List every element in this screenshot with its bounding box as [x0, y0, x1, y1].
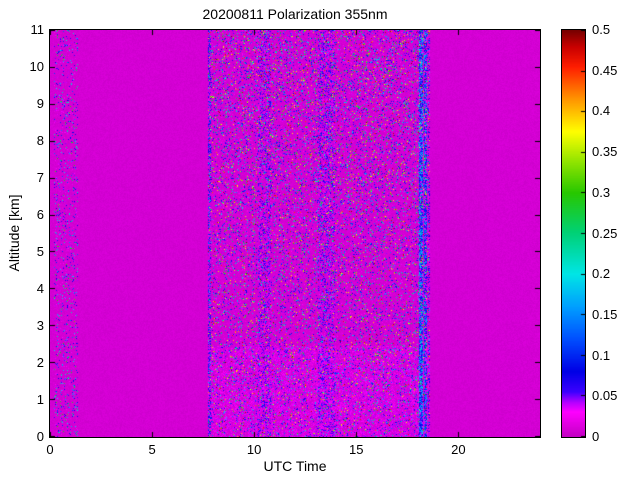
y-tick-label: 8	[36, 133, 44, 148]
y-tick-label: 5	[36, 244, 44, 259]
colorbar-tick-label: 0.05	[592, 388, 618, 404]
y-tick-label: 1	[36, 392, 44, 407]
colorbar-tick-label: 0.15	[592, 306, 618, 322]
y-tick-label: 9	[36, 96, 44, 111]
chart-title: 20200811 Polarization 355nm	[202, 6, 388, 22]
colorbar-tick-label: 0.1	[592, 347, 611, 363]
y-tick-label: 10	[29, 59, 44, 74]
colorbar-canvas	[561, 29, 586, 438]
x-axis-label: UTC Time	[263, 458, 327, 474]
colorbar-tick-label: 0.5	[592, 22, 611, 37]
x-tick-label: 20	[451, 442, 466, 457]
heatmap-canvas	[49, 29, 541, 438]
x-tick-label: 15	[349, 442, 364, 457]
colorbar-tick-label: 0.4	[592, 103, 611, 119]
x-tick-label: 10	[246, 442, 262, 457]
colorbar-tick-label: 0.45	[592, 62, 618, 78]
y-tick-label: 6	[36, 207, 44, 222]
colorbar-tick-label: 0.25	[592, 225, 618, 241]
y-tick-label: 3	[36, 318, 44, 333]
colorbar-tick-label: 0.35	[592, 144, 618, 160]
y-tick-label: 2	[36, 355, 44, 370]
colorbar-tick-label: 0.2	[592, 266, 611, 282]
x-tick-label: 5	[148, 442, 156, 457]
y-tick-label: 7	[36, 170, 44, 185]
y-tick-label: 4	[36, 281, 44, 296]
colorbar-tick-label: 0.3	[592, 184, 611, 200]
colorbar-tick-label: 0	[592, 429, 600, 444]
y-tick-label: 11	[30, 22, 45, 37]
y-tick-label: 0	[36, 429, 44, 444]
x-tick-label: 0	[46, 442, 54, 457]
